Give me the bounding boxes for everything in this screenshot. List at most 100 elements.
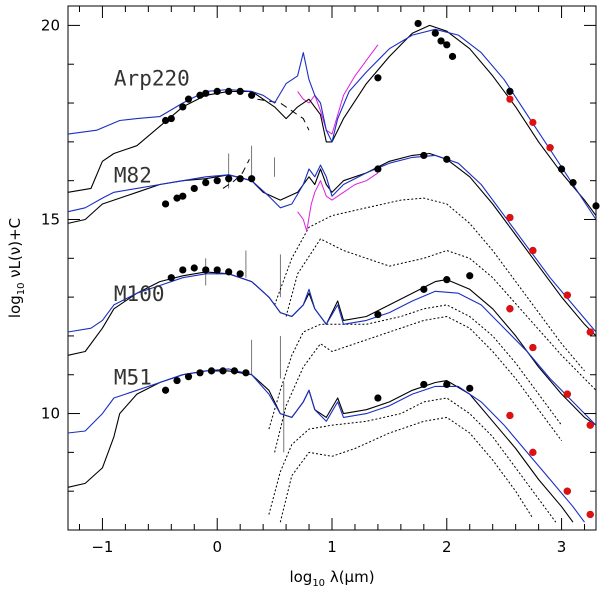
m82-component-curve — [274, 197, 585, 372]
m82-data-point — [248, 175, 256, 183]
y-tick-label: 20 — [41, 16, 60, 34]
x-tick-label: −1 — [91, 538, 113, 556]
m100-submm-point — [506, 305, 514, 313]
m51-data-point — [161, 386, 170, 394]
arp220-dashed-curve — [257, 98, 310, 131]
m100-submm-point — [586, 421, 594, 429]
m100-data-point — [167, 274, 175, 282]
x-tick-label: 1 — [327, 538, 337, 556]
m100-data-point — [443, 276, 451, 284]
arp220-data-point — [196, 91, 204, 99]
m82-data-point — [202, 179, 210, 187]
m82-data-point — [225, 175, 233, 183]
arp220-data-point — [557, 165, 566, 173]
m100-blue-model — [67, 273, 597, 426]
arp220-data-point — [161, 116, 170, 125]
m100-data-point — [466, 272, 474, 280]
m100-data-point — [225, 268, 233, 276]
arp220-data-point — [236, 87, 244, 95]
m51-blue-model — [67, 368, 585, 523]
m82-data-point — [443, 155, 451, 163]
m82-data-point — [190, 184, 198, 193]
m51-data-point — [196, 369, 204, 377]
m100-data-point — [420, 285, 428, 293]
m100-data-point — [236, 270, 244, 278]
y-tick-label: 10 — [41, 405, 60, 423]
m51-data-point — [420, 380, 428, 389]
m82-submm-point — [563, 291, 571, 299]
m82-submm-point — [529, 246, 537, 255]
m100-component-curve — [268, 304, 563, 430]
m100-component-curve — [274, 316, 563, 453]
x-tick-label: 0 — [212, 538, 222, 556]
arp220-data-point — [431, 29, 439, 37]
m100-submm-point — [529, 343, 537, 352]
m51-submm-point — [506, 411, 514, 420]
m82-data-point — [213, 177, 221, 185]
m82-blue-model — [67, 154, 597, 333]
arp220-data-point — [179, 103, 187, 111]
m51-data-point — [230, 367, 239, 375]
x-axis-title: log10 λ(μm) — [289, 568, 374, 589]
m82-data-point — [161, 200, 170, 208]
m51-submm-point — [586, 510, 594, 519]
m51-component-curve — [268, 397, 557, 523]
m82-data-point — [173, 194, 181, 202]
m82-submm-point — [586, 328, 594, 336]
m51-data-point — [443, 380, 451, 389]
m100-data-point — [374, 310, 382, 319]
arp220-submm-point — [506, 95, 514, 103]
m51-submm-point — [529, 448, 537, 456]
m51-data-point — [242, 369, 250, 377]
m82-component-curve — [285, 238, 597, 391]
m100-data-point — [213, 266, 221, 274]
m51-data-point — [374, 394, 382, 402]
m51-data-point — [466, 384, 474, 392]
arp220-data-point — [448, 52, 457, 61]
m51-data-point — [173, 376, 181, 385]
arp220-data-point — [569, 179, 577, 187]
m82-data-point — [179, 192, 187, 200]
m100-submm-point — [563, 390, 571, 398]
m82-data-point — [236, 175, 244, 183]
galaxy-labels: Arp220 M82 M100 M51 — [114, 67, 190, 390]
m51-data-point — [219, 367, 227, 375]
ticks-layer: −1 0 1 2 3 10 15 20 — [41, 6, 596, 556]
m82-submm-point — [506, 213, 514, 222]
m100-data-point — [202, 266, 210, 274]
arp220-data-point — [202, 89, 210, 97]
arp220-blue-model — [67, 28, 597, 220]
arp220-data-point — [506, 87, 514, 95]
arp220-data-point — [443, 41, 451, 49]
arp220-data-point — [437, 37, 445, 45]
x-tick-label: 3 — [557, 538, 567, 556]
m51-data-point — [184, 373, 193, 381]
arp220-submm-point — [529, 118, 537, 127]
galaxy-label-arp220: Arp220 — [114, 67, 190, 91]
arp220-data-point — [184, 95, 193, 103]
arp220-data-point — [414, 19, 422, 28]
galaxy-label-m100: M100 — [114, 282, 165, 306]
m100-data-point — [179, 266, 187, 274]
arp220-data-point — [213, 87, 221, 95]
m82-mir-spectrum — [297, 172, 379, 232]
galaxy-label-m51: M51 — [114, 365, 152, 389]
m82-data-point — [420, 151, 428, 160]
y-axis-title: log10 νL(ν)+C — [6, 218, 27, 318]
m100-data-point — [190, 264, 198, 272]
arp220-data-point — [592, 202, 600, 210]
m82-data-point — [374, 165, 382, 173]
y-tick-label: 15 — [41, 210, 60, 228]
m51-data-point — [207, 367, 216, 375]
m51-submm-point — [563, 487, 571, 495]
arp220-data-point — [248, 91, 256, 99]
m51-component-curve — [279, 416, 534, 523]
arp220-black-model — [67, 24, 597, 216]
x-tick-label: 2 — [442, 538, 452, 556]
arp220-data-point — [225, 87, 233, 95]
series-layer — [67, 19, 600, 523]
arp220-data-point — [374, 74, 382, 82]
arp220-data-point — [167, 114, 175, 123]
m82-dashed-curve — [222, 159, 250, 189]
